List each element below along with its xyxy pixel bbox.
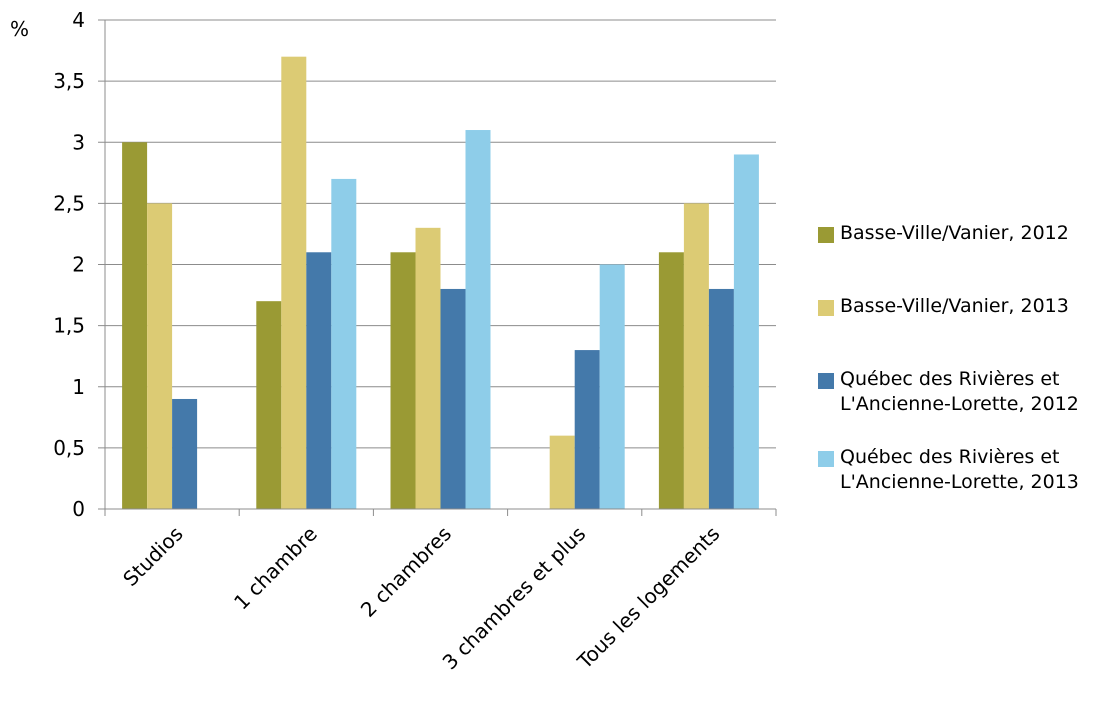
legend-swatch-3: [818, 373, 834, 389]
bar: [256, 301, 282, 509]
x-tick-label: 2 chambres: [356, 522, 456, 622]
y-tick-label: 0,5: [53, 436, 85, 460]
bar: [281, 56, 307, 510]
bar: [440, 288, 466, 509]
legend-label-2: Basse-Ville/Vanier, 2013: [840, 295, 1069, 317]
legend-swatch-1: [818, 227, 834, 243]
bar: [465, 130, 491, 509]
bar: [733, 154, 759, 509]
y-tick-label: 3: [72, 130, 85, 154]
y-tick-label: 0: [72, 497, 85, 521]
y-tick-label: 4: [72, 8, 85, 32]
bars: [122, 56, 759, 510]
x-tick-label: 1 chambre: [229, 522, 322, 615]
bar: [415, 227, 441, 509]
x-tick-label: 3 chambres et plus: [438, 522, 591, 675]
bar: [122, 142, 148, 509]
bar: [172, 398, 198, 509]
y-unit-label: %: [10, 17, 29, 41]
bar: [549, 435, 575, 509]
y-tick-label: 3,5: [53, 69, 85, 93]
bar: [708, 288, 734, 509]
bar: [390, 252, 416, 509]
bar: [331, 178, 357, 510]
legend-swatch-2: [818, 300, 834, 316]
bar: [658, 252, 684, 509]
legend-label-1: Basse-Ville/Vanier, 2012: [840, 222, 1069, 244]
bar: [599, 264, 625, 509]
legend-swatch-4: [818, 451, 834, 467]
y-tick-label: 1: [72, 375, 85, 399]
axes: [98, 19, 777, 516]
y-tick-label: 2,5: [53, 191, 85, 215]
bar: [306, 252, 332, 509]
y-tick-labels: 0 0,5 1 1,5 2 2,5 3 3,5 4: [53, 8, 85, 521]
bar: [574, 350, 600, 509]
y-tick-label: 1,5: [53, 314, 85, 338]
legend-label-3: Québec des Rivières et L'Ancienne-Lorett…: [840, 368, 1079, 415]
y-tick-label: 2: [72, 253, 85, 277]
x-tick-label: Tous les logements: [572, 522, 725, 675]
x-tick-label: Studios: [118, 522, 187, 591]
bar: [683, 203, 709, 509]
bar: [147, 203, 173, 509]
legend-label-4: Québec des Rivières et L'Ancienne-Lorett…: [840, 446, 1079, 493]
